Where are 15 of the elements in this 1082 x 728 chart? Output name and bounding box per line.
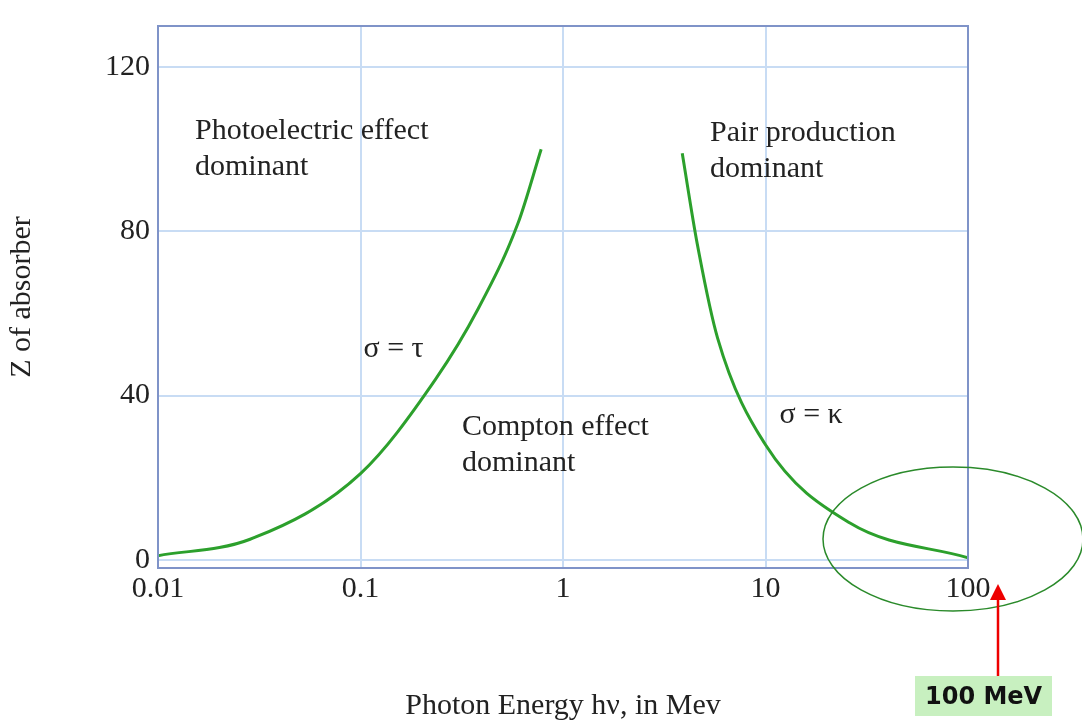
series-label: σ = τ (363, 330, 424, 363)
y-tick-label: 120 (105, 47, 150, 81)
series-label: σ = κ (779, 395, 843, 429)
annotation: Photoelectric effect dominant (195, 111, 430, 181)
x-axis-title: Photon Energy hν, in Mev (405, 686, 721, 720)
annotation: Compton effect dominant (462, 407, 650, 477)
x-tick-label: 10 (750, 569, 781, 603)
text: 100 MeV (915, 676, 1053, 716)
x-tick-label: 100 (945, 569, 991, 603)
annotation: Pair production dominant (710, 113, 896, 183)
y-axis-title: Z of absorber (2, 216, 36, 378)
y-tick-label: 80 (120, 212, 150, 246)
y-tick-label: 40 (120, 376, 150, 410)
x-tick-label: 1 (555, 569, 571, 603)
x-tick-label: 0.1 (341, 569, 380, 603)
